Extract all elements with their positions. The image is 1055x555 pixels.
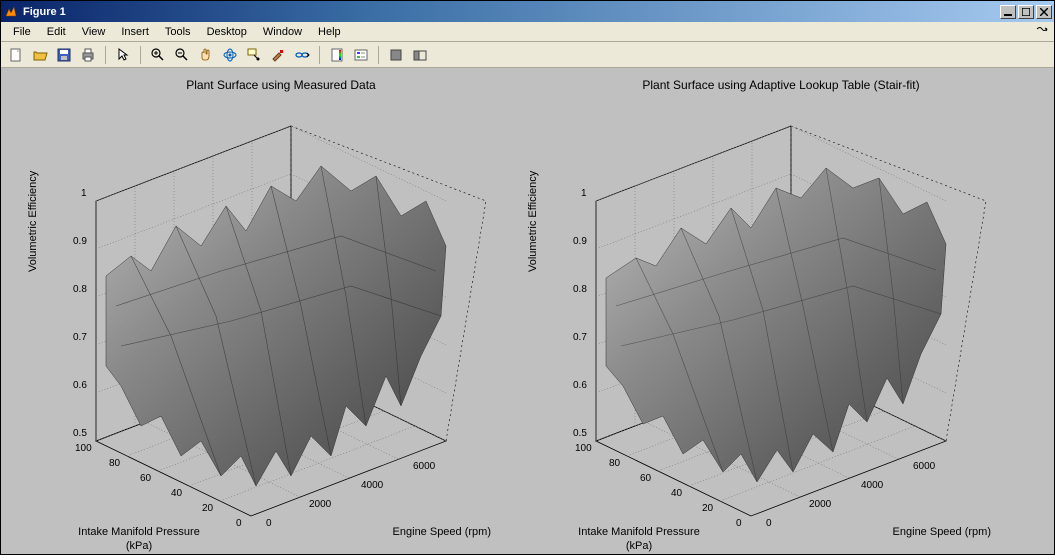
menu-insert[interactable]: Insert: [113, 24, 157, 40]
ztick: 0.8: [573, 284, 587, 295]
ztick: 1: [581, 188, 587, 199]
ztick: 0.7: [73, 332, 87, 343]
brush-button[interactable]: [267, 44, 289, 66]
x2tick: 4000: [861, 480, 883, 491]
menu-tools[interactable]: Tools: [157, 24, 199, 40]
x1tick: 100: [75, 443, 92, 454]
axes3d-right[interactable]: 0.5 0.6 0.7 0.8 0.9 1 0 20 40 60 80 100 …: [541, 106, 1021, 536]
x2tick: 6000: [413, 461, 435, 472]
x2tick: 2000: [809, 499, 831, 510]
edit-arrow-button[interactable]: [112, 44, 134, 66]
x1tick: 80: [609, 458, 620, 469]
figure-canvas[interactable]: Plant Surface using Measured Data: [1, 68, 1054, 554]
insert-legend-button[interactable]: [350, 44, 372, 66]
new-file-button[interactable]: [5, 44, 27, 66]
ztick: 0.7: [573, 332, 587, 343]
z-axis-label: Volumetric Efficiency: [27, 171, 39, 272]
z-axis-label: Volumetric Efficiency: [527, 171, 539, 272]
maximize-button[interactable]: [1018, 5, 1034, 19]
ztick: 0.9: [573, 236, 587, 247]
menubar: File Edit View Insert Tools Desktop Wind…: [1, 22, 1054, 42]
save-button[interactable]: [53, 44, 75, 66]
ztick: 0.5: [73, 428, 87, 439]
menu-file[interactable]: File: [5, 24, 39, 40]
x2tick: 0: [266, 518, 272, 529]
x1tick: 100: [575, 443, 592, 454]
toolbar: [1, 42, 1054, 68]
x2-axis-label: Engine Speed (rpm): [393, 526, 491, 538]
plot-title-right: Plant Surface using Adaptive Lookup Tabl…: [541, 78, 1021, 92]
hide-tools-button[interactable]: [385, 44, 407, 66]
x2tick: 2000: [309, 499, 331, 510]
subplot-left: Plant Surface using Measured Data: [41, 86, 521, 546]
toolbar-separator: [319, 46, 320, 64]
ztick: 0.9: [73, 236, 87, 247]
zoom-out-button[interactable]: [171, 44, 193, 66]
data-cursor-button[interactable]: [243, 44, 265, 66]
x1tick: 20: [202, 503, 213, 514]
window-buttons: [998, 5, 1052, 19]
print-button[interactable]: [77, 44, 99, 66]
x1-axis-label: Intake Manifold Pressure: [59, 526, 219, 538]
x2tick: 4000: [361, 480, 383, 491]
x1-axis-unit: (kPa): [559, 540, 719, 552]
x1tick: 0: [236, 518, 242, 529]
zoom-in-button[interactable]: [147, 44, 169, 66]
x1-axis-unit: (kPa): [59, 540, 219, 552]
link-plot-button[interactable]: [291, 44, 313, 66]
x1tick: 40: [171, 488, 182, 499]
subplot-right: Plant Surface using Adaptive Lookup Tabl…: [541, 86, 1021, 546]
ztick: 0.6: [73, 380, 87, 391]
rotate-3d-button[interactable]: [219, 44, 241, 66]
menu-window[interactable]: Window: [255, 24, 310, 40]
toolbar-separator: [105, 46, 106, 64]
minimize-button[interactable]: [1000, 5, 1016, 19]
x2tick: 6000: [913, 461, 935, 472]
menu-edit[interactable]: Edit: [39, 24, 74, 40]
menu-help[interactable]: Help: [310, 24, 349, 40]
x2tick: 0: [766, 518, 772, 529]
x1tick: 40: [671, 488, 682, 499]
menu-desktop[interactable]: Desktop: [199, 24, 255, 40]
axes3d-left[interactable]: 0.5 0.6 0.7 0.8 0.9 1 0 20 40 60 80 100 …: [41, 106, 521, 536]
x1tick: 60: [140, 473, 151, 484]
matlab-figure-icon: [3, 4, 19, 20]
insert-colorbar-button[interactable]: [326, 44, 348, 66]
x1tick: 80: [109, 458, 120, 469]
x1tick: 20: [702, 503, 713, 514]
menubar-tail-icon[interactable]: [1036, 25, 1050, 39]
open-file-button[interactable]: [29, 44, 51, 66]
window-titlebar: Figure 1: [1, 1, 1054, 22]
x2-axis-label: Engine Speed (rpm): [893, 526, 991, 538]
menu-view[interactable]: View: [74, 24, 114, 40]
plot-title-left: Plant Surface using Measured Data: [41, 78, 521, 92]
window-title: Figure 1: [23, 6, 998, 18]
x1tick: 60: [640, 473, 651, 484]
x1tick: 0: [736, 518, 742, 529]
x1-axis-label: Intake Manifold Pressure: [559, 526, 719, 538]
toolbar-separator: [140, 46, 141, 64]
ztick: 0.5: [573, 428, 587, 439]
close-button[interactable]: [1036, 5, 1052, 19]
dock-figure-button[interactable]: [409, 44, 431, 66]
ztick: 0.6: [573, 380, 587, 391]
pan-button[interactable]: [195, 44, 217, 66]
toolbar-separator: [378, 46, 379, 64]
ztick: 1: [81, 188, 87, 199]
ztick: 0.8: [73, 284, 87, 295]
